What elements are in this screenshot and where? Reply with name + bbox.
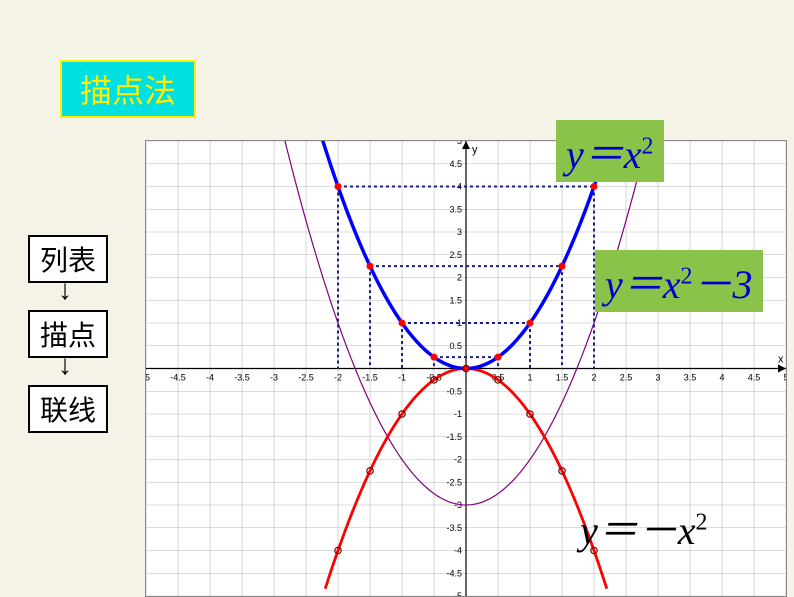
svg-text:3.5: 3.5 [449,204,462,214]
eq-label-3: y＝－x2 [580,498,708,556]
eq1-pow: 2 [642,134,654,160]
svg-text:-3.5: -3.5 [234,373,250,383]
svg-text:-4: -4 [206,373,214,383]
eq1-y: y [566,132,584,177]
eq2-eq: ＝ [623,262,663,307]
eq2-x: x [663,262,681,307]
svg-text:1.5: 1.5 [556,373,569,383]
svg-text:-2.5: -2.5 [446,477,462,487]
svg-text:-2: -2 [334,373,342,383]
eq2-minus: －3 [693,262,753,307]
svg-text:-5: -5 [454,591,462,596]
svg-text:0.5: 0.5 [449,341,462,351]
svg-text:4: 4 [719,373,724,383]
eq1-x: x [624,132,642,177]
svg-text:2.5: 2.5 [449,250,462,260]
eq3-x: x [678,508,696,553]
svg-text:y: y [472,144,478,156]
svg-text:4.5: 4.5 [748,373,761,383]
title-box: 描点法 [60,60,196,118]
svg-text:x: x [778,354,784,366]
eq-label-1: y＝x2 [556,120,664,182]
svg-text:-2.5: -2.5 [298,373,314,383]
eq2-y: y [605,262,623,307]
svg-text:-1: -1 [454,409,462,419]
svg-text:1.5: 1.5 [449,295,462,305]
svg-text:-4: -4 [454,546,462,556]
svg-text:-1.5: -1.5 [362,373,378,383]
svg-text:-1: -1 [398,373,406,383]
svg-text:5: 5 [783,373,786,383]
eq1-eq: ＝ [584,132,624,177]
eq-label-2: y＝x2－3 [595,250,763,312]
svg-text:-2: -2 [454,455,462,465]
svg-text:2.5: 2.5 [620,373,633,383]
svg-text:3: 3 [655,373,660,383]
step-box-3: 联线 [28,385,108,433]
arrow-2: ↓ [58,349,72,381]
eq3-pow: 2 [696,510,708,536]
svg-text:3.5: 3.5 [684,373,697,383]
svg-text:4.5: 4.5 [449,159,462,169]
arrow-1: ↓ [58,274,72,306]
svg-text:-3: -3 [270,373,278,383]
svg-text:2: 2 [591,373,596,383]
eq2-pow: 2 [681,264,693,290]
svg-text:-0.5: -0.5 [446,386,462,396]
svg-text:-1.5: -1.5 [446,432,462,442]
svg-text:-3.5: -3.5 [446,523,462,533]
svg-text:5: 5 [457,141,462,146]
eq3-y: y [580,508,598,553]
svg-text:-4.5: -4.5 [446,568,462,578]
svg-text:2: 2 [457,273,462,283]
svg-text:-4.5: -4.5 [170,373,186,383]
svg-text:1: 1 [527,373,532,383]
svg-text:-5: -5 [146,373,150,383]
svg-text:3: 3 [457,227,462,237]
eq3-eq: ＝－ [598,508,678,553]
